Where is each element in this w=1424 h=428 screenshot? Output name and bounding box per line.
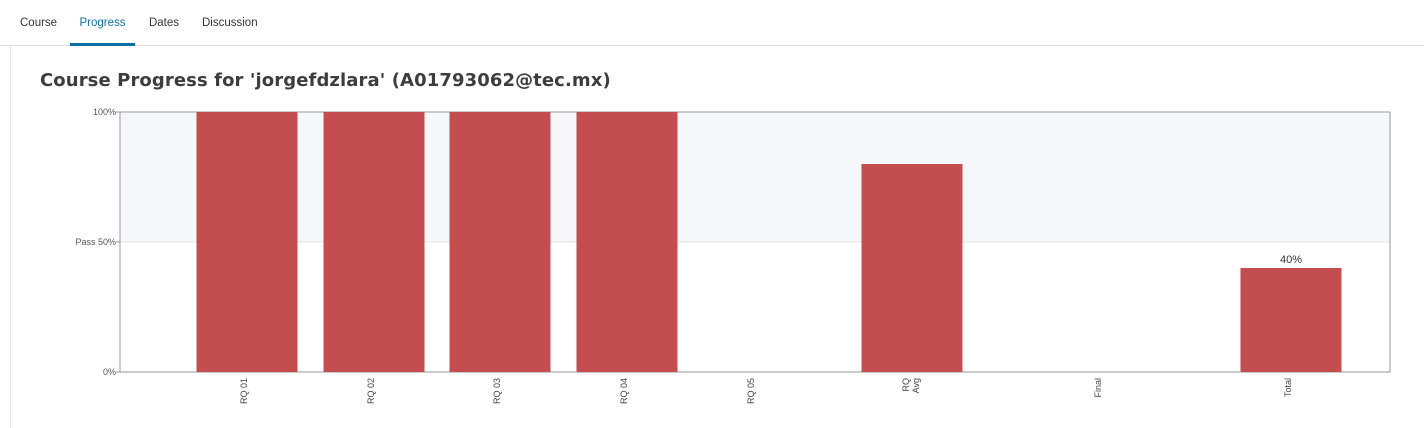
bar-rq-02 <box>323 112 425 372</box>
data-label: 40% <box>1280 254 1302 266</box>
course-tabs: Course Progress Dates Discussion <box>0 0 1424 46</box>
x-tick-label: Total <box>1283 378 1293 397</box>
x-tick-label: RQAvg <box>901 378 921 393</box>
x-tick-label: Final <box>1093 378 1103 398</box>
x-tick-label: RQ 03 <box>492 378 502 404</box>
bar-rq-03 <box>449 112 551 372</box>
x-tick-label: RQ 04 <box>619 378 629 404</box>
x-tick-label: RQ 05 <box>746 378 756 404</box>
tab-discussion[interactable]: Discussion <box>202 17 258 29</box>
y-tick-label: 0% <box>103 367 116 377</box>
page-title: Course Progress for 'jorgefdzlara' (A017… <box>40 70 611 91</box>
x-tick-label: RQ 01 <box>239 378 249 404</box>
tab-course[interactable]: Course <box>20 17 58 29</box>
y-tick-label: 100% <box>93 107 116 117</box>
y-tick-label: Pass 50% <box>75 237 116 247</box>
tab-dates[interactable]: Dates <box>148 17 180 29</box>
bar-rq-01 <box>196 112 298 372</box>
x-tick-label: RQ 02 <box>366 378 376 404</box>
progress-panel <box>10 45 1424 428</box>
bar-rq-04 <box>576 112 678 372</box>
tab-progress[interactable]: Progress <box>70 0 135 46</box>
pass-band <box>120 112 1390 242</box>
bar-rq-avg <box>861 164 963 372</box>
bar-total <box>1240 268 1342 372</box>
